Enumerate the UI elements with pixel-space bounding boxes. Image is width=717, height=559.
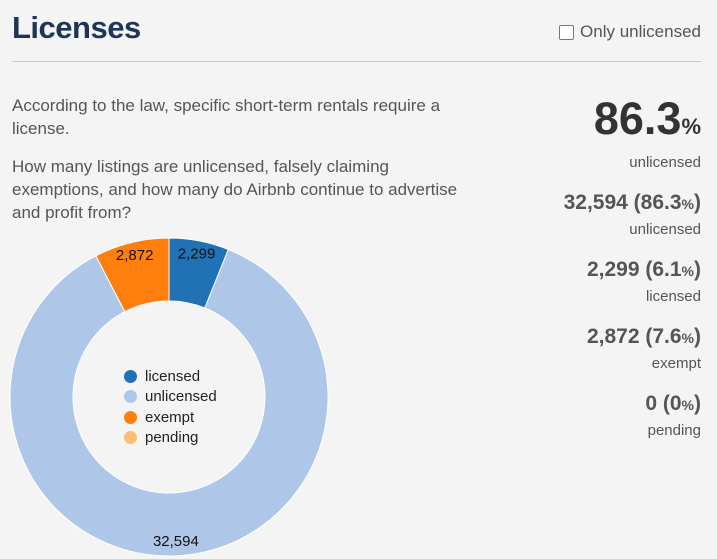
stat-label: unlicensed <box>629 221 701 238</box>
legend-label: pending <box>145 429 199 447</box>
stat-pct: 0 <box>669 392 682 415</box>
donut-chart: 2,299 32,594 2,872 <box>9 237 329 557</box>
headline-value: 86.3% <box>481 94 701 152</box>
slice-label-unlicensed: 32,594 <box>153 533 199 550</box>
legend-item-licensed[interactable]: licensed <box>124 366 217 387</box>
headline-unit: % <box>681 114 701 139</box>
legend-label: licensed <box>145 367 201 385</box>
stat-count: 32,594 <box>563 191 628 214</box>
stat-exempt: 2,872 (7.6%) exempt <box>481 325 701 372</box>
page-title: Licenses <box>12 10 141 45</box>
stat-label: pending <box>647 422 701 439</box>
stat-unlicensed: 32,594 (86.3%) unlicensed <box>481 191 701 238</box>
legend-label: unlicensed <box>145 388 217 406</box>
slice-exempt[interactable] <box>95 237 170 313</box>
stat-pct: 6.1 <box>652 258 682 281</box>
stat-pct: 7.6 <box>652 325 682 348</box>
stat-count: 2,872 <box>586 325 640 348</box>
legend-swatch <box>124 410 137 424</box>
legend-item-unlicensed[interactable]: unlicensed <box>124 387 217 408</box>
only-unlicensed-checkbox[interactable] <box>559 24 575 40</box>
description-law: According to the law, specific short-ter… <box>12 96 441 138</box>
stat-count: 0 <box>645 392 658 415</box>
legend-item-pending[interactable]: pending <box>124 428 217 449</box>
only-unlicensed-toggle[interactable]: Only unlicensed <box>559 22 701 42</box>
stat-pending: 0 (0%) pending <box>481 392 701 439</box>
chart-legend: licensed unlicensed exempt pending <box>124 366 217 448</box>
legend-swatch <box>124 431 137 445</box>
headline-number: 86.3 <box>593 93 682 144</box>
stat-licensed: 2,299 (6.1%) licensed <box>481 258 701 305</box>
description-question: How many listings are unlicensed, falsel… <box>12 157 458 222</box>
legend-swatch <box>124 369 137 383</box>
stat-pct: 86.3 <box>640 191 682 214</box>
stat-label: licensed <box>645 288 701 305</box>
only-unlicensed-label: Only unlicensed <box>580 22 701 41</box>
legend-item-exempt[interactable]: exempt <box>124 407 217 428</box>
headline-label: unlicensed <box>629 154 701 171</box>
legend-swatch <box>124 390 137 404</box>
stat-label: exempt <box>651 355 701 372</box>
stat-count: 2,299 <box>586 258 640 281</box>
stats-panel: 86.3% unlicensed 32,594 (86.3%) unlicens… <box>481 94 701 440</box>
slice-unlicensed[interactable] <box>9 248 329 557</box>
slice-label-licensed: 2,299 <box>178 246 216 263</box>
legend-label: exempt <box>145 408 195 426</box>
header-divider <box>12 61 701 62</box>
slice-label-exempt: 2,872 <box>116 247 154 264</box>
